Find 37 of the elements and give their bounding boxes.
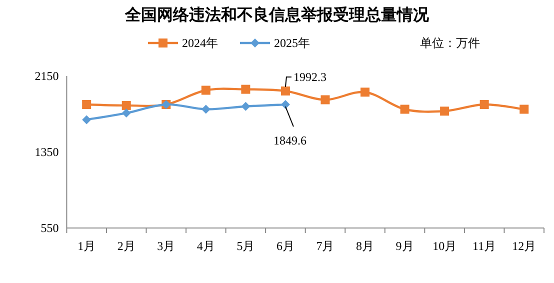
point: [241, 84, 250, 94]
chart-title: 全国网络违法和不良信息举报受理总量情况: [124, 6, 430, 24]
legend-label: 2024年: [182, 36, 218, 50]
point: [122, 100, 131, 110]
x-tick-label: 7月: [316, 239, 334, 253]
x-tick-label: 6月: [276, 239, 294, 253]
x-tick-label: 10月: [432, 239, 457, 253]
point: [201, 104, 210, 114]
point: [480, 100, 489, 109]
annotation: 1849.6: [273, 134, 306, 148]
point: [520, 104, 529, 114]
y-tick-label: 2150: [34, 69, 59, 83]
x-tick-label: 9月: [396, 239, 414, 253]
y-tick-label: 550: [40, 221, 59, 235]
x-tick-label: 4月: [196, 239, 215, 253]
point: [122, 108, 131, 118]
x-tick-label: 2月: [117, 239, 136, 253]
annotation: 1992.3: [293, 70, 326, 84]
point: [320, 95, 330, 104]
point: [400, 104, 410, 114]
point: [280, 100, 290, 110]
x-tick-label: 3月: [157, 239, 176, 253]
x-tick-label: 1月: [78, 239, 96, 253]
legend-label: 2025年: [274, 36, 310, 50]
x-tick-label: 8月: [356, 239, 374, 253]
point: [201, 86, 210, 95]
x-tick-label: 12月: [512, 239, 536, 253]
y-tick-label: 1350: [34, 145, 59, 159]
point: [360, 88, 370, 97]
point: [280, 86, 290, 96]
point: [440, 106, 450, 116]
x-tick-label: 11月: [472, 239, 496, 253]
point: [82, 115, 92, 124]
x-tick-label: 5月: [236, 239, 255, 253]
point: [82, 100, 92, 109]
text: 单位：万件: [420, 36, 480, 50]
point: [241, 102, 250, 111]
